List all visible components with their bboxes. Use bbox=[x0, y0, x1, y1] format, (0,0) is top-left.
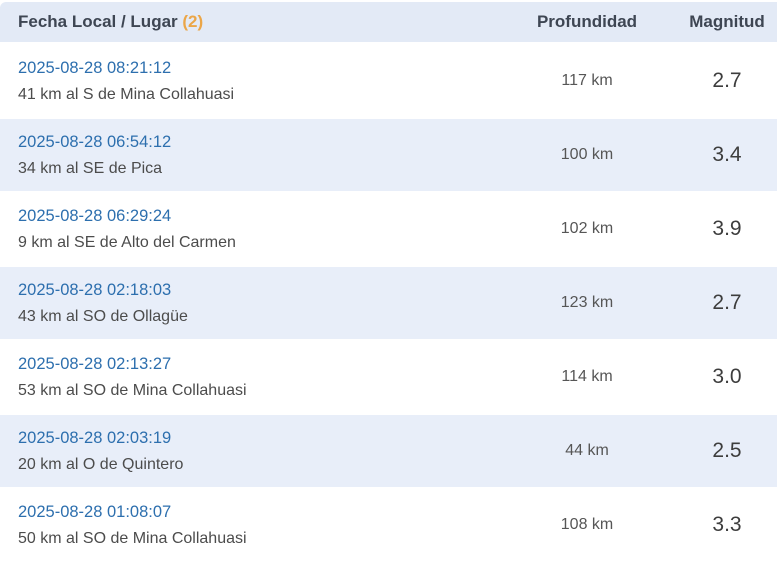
quake-row[interactable]: 2025-08-28 01:08:07 50 km al SO de Mina … bbox=[0, 489, 777, 561]
quake-datetime-link[interactable]: 2025-08-28 02:03:19 bbox=[18, 428, 172, 447]
quake-magnitude: 3.3 bbox=[712, 513, 742, 536]
quake-depth: 100 km bbox=[560, 146, 614, 163]
table-header: Fecha Local / Lugar (2) Profundidad Magn… bbox=[0, 2, 777, 42]
quake-datetime-link[interactable]: 2025-08-28 02:18:03 bbox=[18, 280, 172, 299]
quake-magnitude: 3.9 bbox=[712, 217, 742, 240]
quake-info-cell: 2025-08-28 01:08:07 50 km al SO de Mina … bbox=[0, 500, 497, 551]
quake-info-cell: 2025-08-28 06:29:24 9 km al SE de Alto d… bbox=[0, 204, 497, 255]
header-profundidad: Profundidad bbox=[536, 12, 638, 31]
quake-magnitude: 2.5 bbox=[712, 439, 742, 462]
quake-place: 53 km al SO de Mina Collahuasi bbox=[18, 381, 247, 399]
quake-place: 43 km al SO de Ollagüe bbox=[18, 307, 188, 325]
quake-place: 9 km al SE de Alto del Carmen bbox=[18, 233, 236, 251]
header-magnitud: Magnitud bbox=[689, 12, 765, 31]
quake-row[interactable]: 2025-08-28 02:03:19 20 km al O de Quinte… bbox=[0, 415, 777, 487]
quake-datetime-link[interactable]: 2025-08-28 06:29:24 bbox=[18, 206, 172, 225]
header-fecha-lugar: Fecha Local / Lugar (2) bbox=[0, 12, 497, 32]
quake-info-cell: 2025-08-28 08:21:12 41 km al S de Mina C… bbox=[0, 56, 497, 107]
quake-magnitude: 2.7 bbox=[712, 69, 742, 92]
quake-depth: 114 km bbox=[561, 368, 613, 385]
quake-depth: 108 km bbox=[560, 516, 614, 533]
quake-row[interactable]: 2025-08-28 02:13:27 53 km al SO de Mina … bbox=[0, 341, 777, 413]
header-fecha-lugar-label: Fecha Local / Lugar bbox=[18, 12, 178, 31]
quake-magnitude: 3.0 bbox=[712, 365, 742, 388]
quake-row[interactable]: 2025-08-28 06:29:24 9 km al SE de Alto d… bbox=[0, 193, 777, 265]
quake-datetime-link[interactable]: 2025-08-28 08:21:12 bbox=[18, 58, 172, 77]
quake-depth: 44 km bbox=[565, 442, 609, 459]
quake-magnitude: 3.4 bbox=[712, 143, 742, 166]
quake-info-cell: 2025-08-28 02:03:19 20 km al O de Quinte… bbox=[0, 426, 497, 477]
quake-row[interactable]: 2025-08-28 08:21:12 41 km al S de Mina C… bbox=[0, 45, 777, 117]
quake-datetime-link[interactable]: 2025-08-28 06:54:12 bbox=[18, 132, 172, 151]
quake-datetime-link[interactable]: 2025-08-28 01:08:07 bbox=[18, 502, 172, 521]
quake-row[interactable]: 2025-08-28 06:54:12 34 km al SE de Pica … bbox=[0, 119, 777, 191]
quake-info-cell: 2025-08-28 02:13:27 53 km al SO de Mina … bbox=[0, 352, 497, 403]
quake-place: 50 km al SO de Mina Collahuasi bbox=[18, 529, 247, 547]
header-count-badge: (2) bbox=[182, 12, 204, 31]
quake-magnitude: 2.7 bbox=[712, 291, 742, 314]
quake-info-cell: 2025-08-28 02:18:03 43 km al SO de Ollag… bbox=[0, 278, 497, 329]
quake-info-cell: 2025-08-28 06:54:12 34 km al SE de Pica bbox=[0, 130, 497, 181]
quake-depth: 102 km bbox=[560, 220, 614, 237]
quake-depth: 123 km bbox=[560, 294, 614, 311]
quake-place: 41 km al S de Mina Collahuasi bbox=[18, 85, 235, 103]
quake-place: 20 km al O de Quintero bbox=[18, 455, 184, 473]
quake-place: 34 km al SE de Pica bbox=[18, 159, 163, 177]
quake-row[interactable]: 2025-08-28 02:18:03 43 km al SO de Ollag… bbox=[0, 267, 777, 339]
quake-datetime-link[interactable]: 2025-08-28 02:13:27 bbox=[18, 354, 172, 373]
quake-depth: 117 km bbox=[561, 72, 613, 89]
